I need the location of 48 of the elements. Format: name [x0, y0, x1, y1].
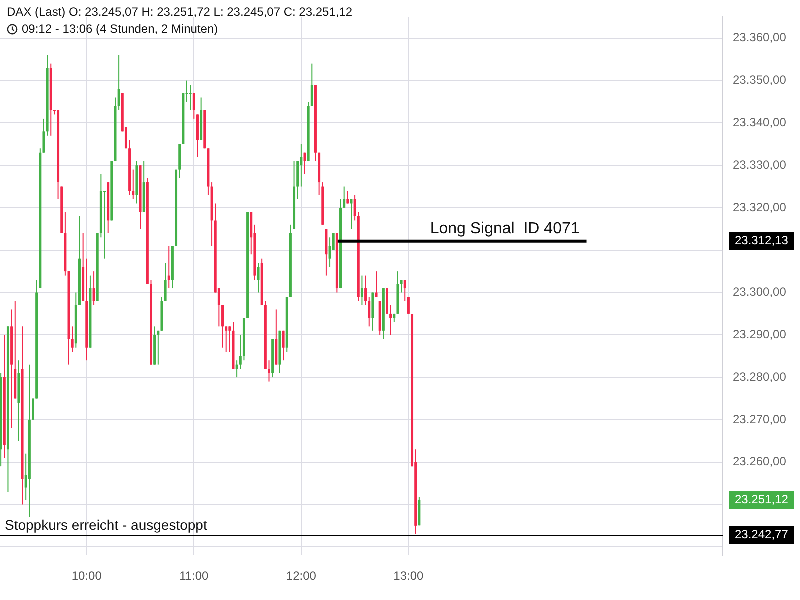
candlestick: [118, 54, 120, 111]
x-tick-label: 12:00: [286, 569, 317, 584]
chart-subtitle: 09:12 - 13:06 (4 Stunden, 2 Minuten): [22, 21, 218, 38]
text: 23.251,12: [735, 492, 789, 506]
text: 23.312,13: [735, 234, 789, 248]
candlestick: [390, 304, 392, 336]
chart-title: DAX (Last) O: 23.245,07 H: 23.251,72 L: 23.245,07 C: 23.251,12: [7, 4, 353, 21]
candlestick: [225, 326, 228, 353]
candlestick: [343, 186, 346, 208]
text: 23.242,77: [735, 528, 789, 542]
candlestick: [164, 262, 167, 302]
candlestick: [104, 190, 106, 260]
candlestick: [407, 296, 410, 314]
y-tick-label: 23.260,00: [733, 454, 787, 469]
candlestick: [300, 144, 303, 188]
candlestick: [350, 198, 353, 230]
y-tick-label: 23.350,00: [733, 73, 787, 88]
candlestick: [42, 118, 46, 154]
candlestick: [157, 330, 160, 366]
candlestick: [375, 271, 378, 298]
candlestick: [400, 280, 403, 294]
candlestick: [310, 63, 314, 107]
y-tick-label: 23.290,00: [733, 327, 787, 342]
candlestick: [328, 237, 332, 268]
y-tick-label: 23.330,00: [733, 158, 787, 172]
y-tick-label: 23.280,00: [733, 370, 787, 384]
ref-line-label: Stoppkurs erreicht - ausgestoppt: [5, 517, 208, 534]
y-tick-label: 23.360,00: [733, 30, 787, 45]
y-tick-label: 23.340,00: [733, 115, 787, 130]
candlestick: [304, 152, 306, 175]
candlestick: [239, 334, 242, 370]
candlestick: [346, 190, 350, 204]
candlestick: [360, 275, 364, 306]
y-tick-label: 23.300,00: [733, 285, 787, 300]
x-tick-label: 11:00: [180, 569, 210, 584]
candlestick: [282, 330, 285, 362]
candlestick: [189, 84, 192, 111]
candlestick: [222, 304, 224, 348]
y-tick-label: 23.320,00: [733, 200, 787, 214]
y-tick-label: 23.270,00: [733, 412, 787, 426]
x-tick-label: 13:00: [394, 569, 424, 584]
candlestick: [168, 246, 170, 290]
x-tick-label: 10:00: [72, 569, 102, 584]
candlestick: [257, 262, 260, 294]
candlestick: [192, 93, 196, 120]
candlestick: [92, 271, 96, 306]
series-label: Long Signal ID 4071: [430, 220, 580, 238]
candlestick: [404, 280, 406, 302]
